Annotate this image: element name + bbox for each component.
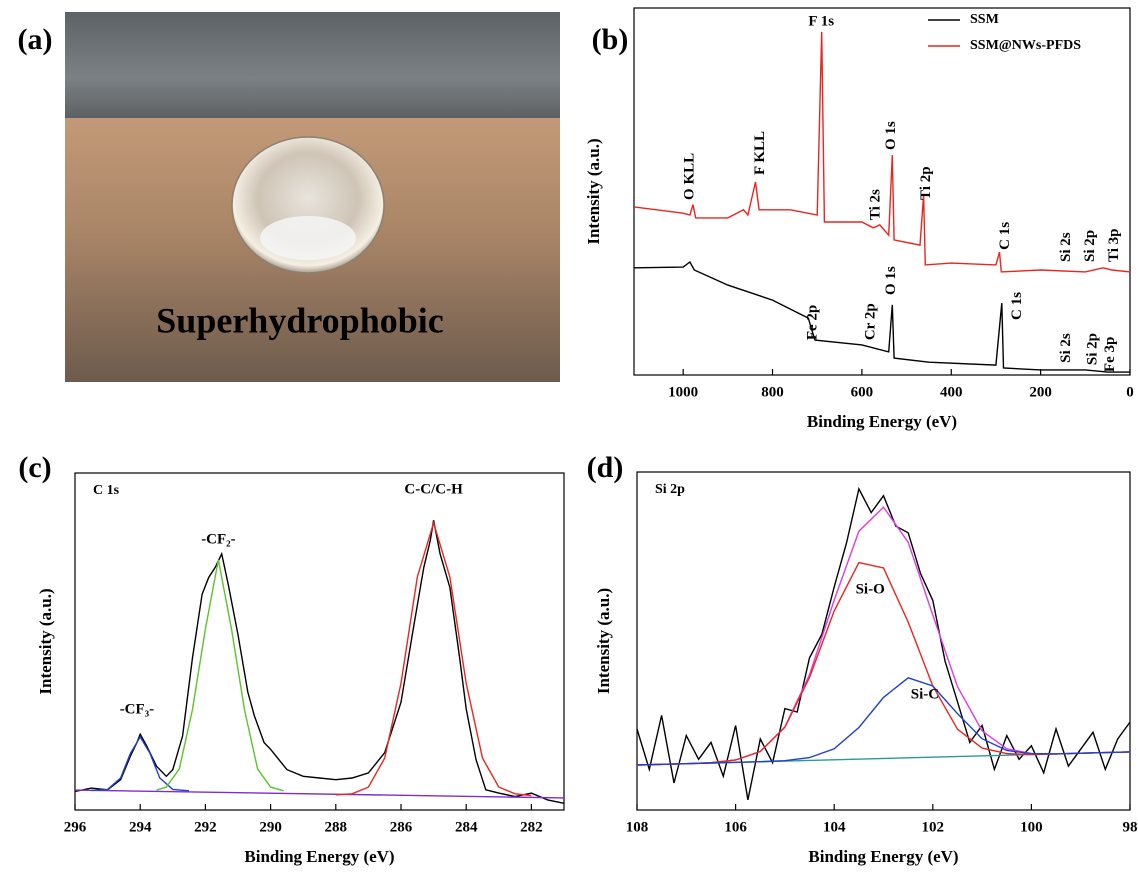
x-tick-label: 100 <box>1020 819 1043 835</box>
y-axis-title: Intensity (a.u.) <box>36 588 55 694</box>
peak-annotation: C 1s <box>997 222 1013 250</box>
photo-caption: Superhydrophobic <box>156 300 443 340</box>
peak-annotation: -CF₂- <box>201 532 235 548</box>
peak-annotation: Si 2s <box>1058 232 1074 262</box>
x-tick-label: 292 <box>194 819 217 835</box>
peak-annotation: F 1s <box>808 13 834 29</box>
spectrum-line <box>336 523 532 796</box>
plot-frame <box>637 472 1130 810</box>
x-axis-title: Binding Energy (eV) <box>244 847 394 866</box>
peak-annotation: Si 2s <box>1058 333 1074 363</box>
panel-label: (a) <box>18 23 53 56</box>
droplet-highlight <box>260 216 356 260</box>
x-tick-label: 200 <box>1029 384 1052 400</box>
x-tick-label: 98 <box>1123 819 1138 835</box>
x-tick-label: 800 <box>761 384 784 400</box>
peak-annotation: Si 2p <box>1082 230 1098 262</box>
photo-panel: (a) Superhydrophobic <box>18 12 560 382</box>
chart-panel: 1000 800 600 400 200 0 Binding Energy (eV) Inte… <box>584 8 1134 431</box>
peak-annotation: O 1s <box>883 266 899 295</box>
peak-annotation: Si-O <box>856 581 885 597</box>
peak-annotation: C-C/C-H <box>404 481 463 497</box>
peak-annotation: Fe 3p <box>1102 337 1118 372</box>
legend-label: SSM@NWs-PFDS <box>970 38 1081 53</box>
peak-annotation: F KLL <box>752 131 768 175</box>
spectrum-line <box>637 678 1130 765</box>
x-tick-label: 108 <box>626 819 649 835</box>
x-tick-label: 400 <box>940 384 963 400</box>
photo-background <box>65 12 560 122</box>
x-tick-label: 0 <box>1126 384 1134 400</box>
inset-label: C 1s <box>93 483 120 498</box>
panel-label: (b) <box>592 23 629 56</box>
peak-annotation: Ti 3p <box>1106 228 1122 262</box>
x-axis-title: Binding Energy (eV) <box>807 412 957 431</box>
x-tick-label: 294 <box>129 819 152 835</box>
x-tick-label: 286 <box>390 819 413 835</box>
peak-annotation: -CF₃- <box>120 701 154 717</box>
peak-annotation: C 1s <box>1009 292 1025 320</box>
peak-annotation: Ti 2s <box>868 189 884 220</box>
spectrum-line <box>157 560 284 791</box>
x-tick-label: 284 <box>455 819 478 835</box>
y-axis-title: Intensity (a.u.) <box>594 588 613 694</box>
x-tick-label: 1000 <box>668 384 698 400</box>
peak-annotation: O 1s <box>883 121 899 150</box>
spectrum-line <box>637 507 1130 765</box>
peak-annotation: Fe 2p <box>805 305 821 340</box>
x-tick-label: 290 <box>259 819 282 835</box>
x-tick-label: 282 <box>520 819 543 835</box>
x-tick-label: 288 <box>325 819 348 835</box>
spectrum-line <box>75 520 564 803</box>
panel-label: (d) <box>587 451 624 484</box>
peak-annotation: Si-C <box>911 687 939 703</box>
inset-label: Si 2p <box>655 482 685 497</box>
x-tick-label: 102 <box>922 819 945 835</box>
peak-annotation: Si 2p <box>1084 333 1100 365</box>
peak-annotation: Ti 2p <box>918 166 934 200</box>
x-tick-label: 106 <box>724 819 747 835</box>
figure: (a) Superhydrophobic 1000 800 600 400 200 0 Bi… <box>0 0 1138 877</box>
x-tick-label: 600 <box>851 384 874 400</box>
x-tick-label: 296 <box>64 819 87 835</box>
panel-label: (c) <box>18 451 51 484</box>
x-axis-title: Binding Energy (eV) <box>808 847 958 866</box>
legend-label: SSM <box>970 12 999 27</box>
plot-frame <box>75 473 564 810</box>
spectrum-line <box>634 32 1130 272</box>
y-axis-title: Intensity (a.u.) <box>584 138 603 244</box>
chart-panel: 296 294 292 290 288 286 284 282 Binding Energy (… <box>18 451 564 866</box>
x-tick-label: 104 <box>823 819 846 835</box>
peak-annotation: Cr 2p <box>863 303 879 340</box>
peak-annotation: O KLL <box>682 153 698 200</box>
chart-panel: 108 106 104 102 100 98 Binding Energy (eV) Inte… <box>587 451 1138 866</box>
